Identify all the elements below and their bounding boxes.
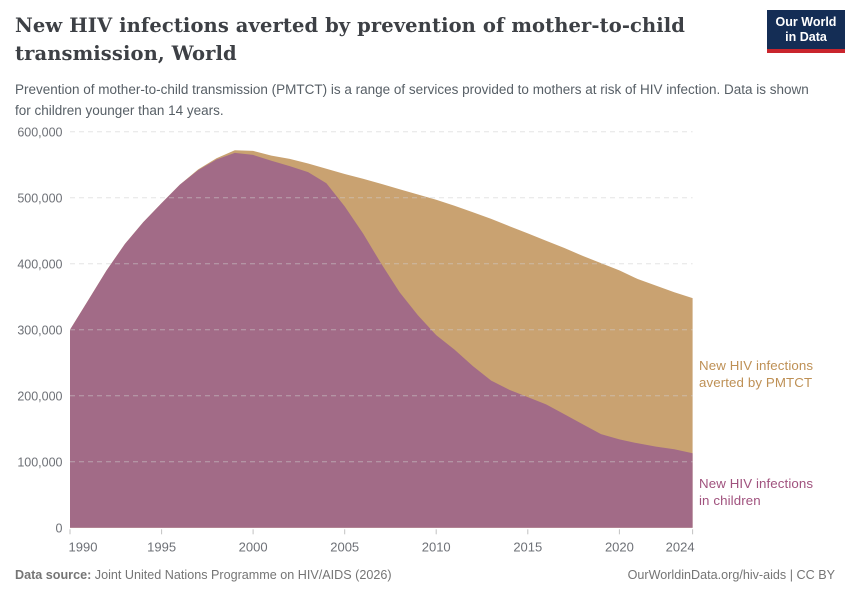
owid-logo-line-2: in Data xyxy=(785,30,827,44)
x-axis-label: 2020 xyxy=(605,539,634,554)
x-axis-label: 2000 xyxy=(239,539,268,554)
y-axis-label: 300,000 xyxy=(17,323,62,337)
x-axis-label: 1990 xyxy=(69,539,98,554)
x-axis-label: 1995 xyxy=(147,539,176,554)
footer: Data source: Joint United Nations Progra… xyxy=(15,567,835,583)
owid-logo-line-1: Our World xyxy=(775,15,837,29)
page-title: New HIV infections averted by prevention… xyxy=(15,12,715,68)
title-line-2: transmission, World xyxy=(15,42,237,65)
y-axis-label: 100,000 xyxy=(17,455,62,469)
series-label-children: New HIV infections in children xyxy=(699,476,814,508)
area-new-infections-children xyxy=(70,152,693,528)
data-source: Data source: Joint United Nations Progra… xyxy=(15,567,392,583)
credit-text: OurWorldinData.org/hiv-aids | CC BY xyxy=(627,568,835,582)
y-axis-label: 600,000 xyxy=(17,125,62,139)
y-axis-label: 500,000 xyxy=(17,191,62,205)
x-axis-label: 2015 xyxy=(513,539,542,554)
stacked-area-chart: 0 100,000 200,000 300,000 400,000 500,000 600,… xyxy=(17,125,695,554)
title-line-1: New HIV infections averted by prevention… xyxy=(15,14,686,37)
x-axis-label: 2024 xyxy=(666,539,695,554)
data-source-label: Data source: xyxy=(15,568,92,582)
y-axis-label: 400,000 xyxy=(17,257,62,271)
y-axis-label: 200,000 xyxy=(17,389,62,403)
x-axis-label: 2010 xyxy=(422,539,451,554)
series-label-averted: New HIV infections averted by PMTCT xyxy=(699,358,814,390)
x-axis-label: 2005 xyxy=(330,539,359,554)
data-source-text: Joint United Nations Programme on HIV/AI… xyxy=(91,568,392,582)
owid-logo: Our World in Data xyxy=(767,10,845,53)
y-axis-label: 0 xyxy=(56,521,63,535)
chart-subtitle: Prevention of mother-to-child transmissi… xyxy=(15,82,809,118)
